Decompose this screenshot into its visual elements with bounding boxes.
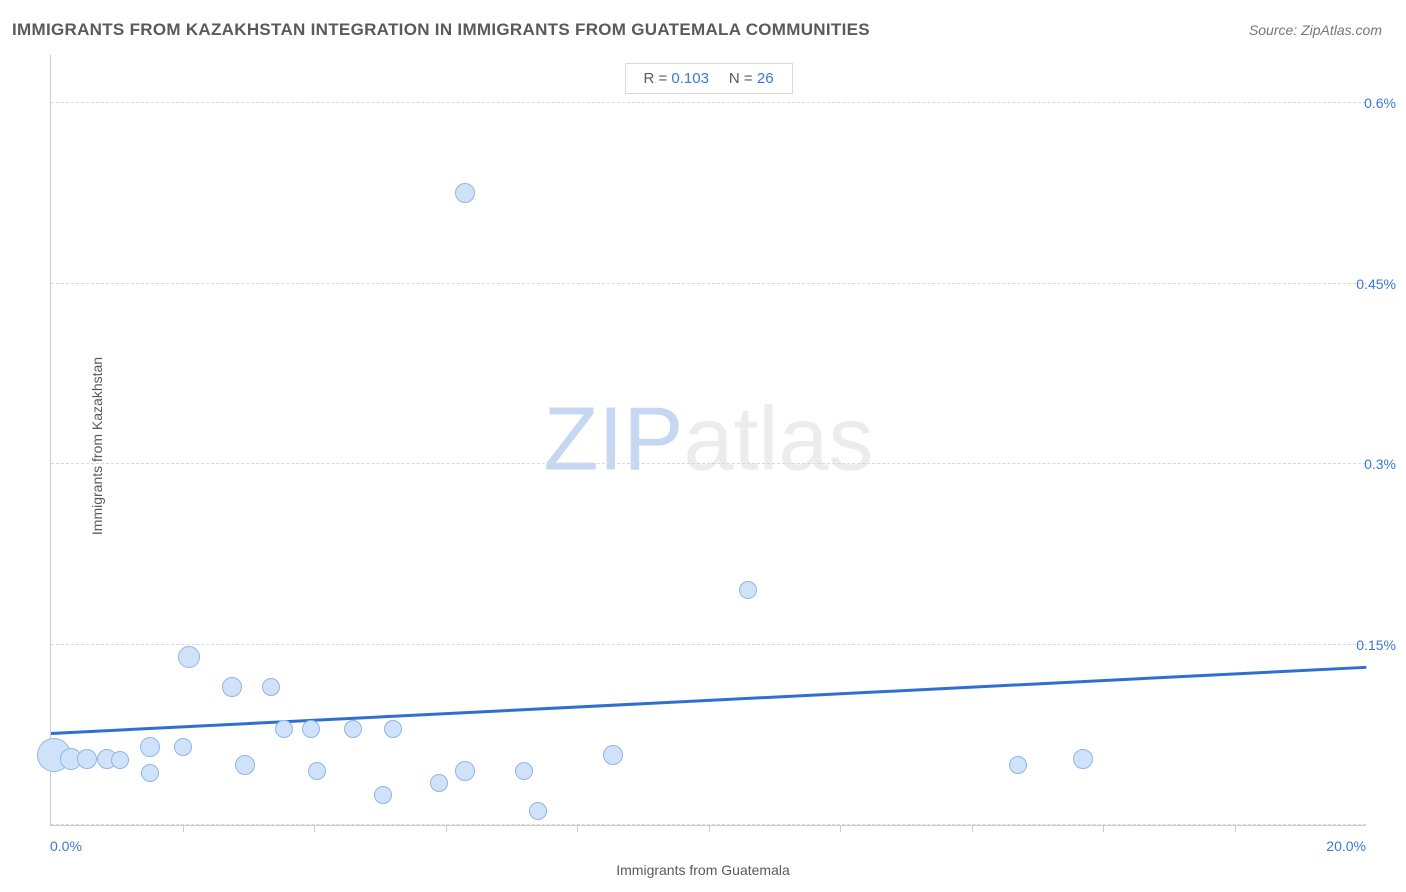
x-tick [314, 825, 315, 832]
scatter-point [1073, 749, 1093, 769]
scatter-point [308, 762, 326, 780]
watermark-atlas: atlas [683, 390, 873, 490]
watermark: ZIPatlas [543, 389, 873, 492]
scatter-point [140, 737, 160, 757]
x-tick [183, 825, 184, 832]
watermark-zip: ZIP [543, 390, 683, 490]
stats-box: R = 0.103 N = 26 [624, 63, 792, 94]
trendline [51, 666, 1366, 735]
x-axis-max-label: 20.0% [1326, 838, 1366, 854]
chart-title: IMMIGRANTS FROM KAZAKHSTAN INTEGRATION I… [12, 20, 870, 40]
gridline [51, 102, 1366, 103]
scatter-point [77, 749, 97, 769]
scatter-point [374, 786, 392, 804]
x-tick [840, 825, 841, 832]
scatter-point [111, 751, 129, 769]
scatter-point [275, 720, 293, 738]
scatter-point [344, 720, 362, 738]
source-attribution: Source: ZipAtlas.com [1249, 22, 1382, 38]
gridline [51, 644, 1366, 645]
scatter-point [455, 183, 475, 203]
y-tick-label: 0.6% [1364, 95, 1396, 111]
scatter-point [455, 761, 475, 781]
gridline [51, 463, 1366, 464]
x-axis-min-label: 0.0% [50, 838, 82, 854]
x-tick [446, 825, 447, 832]
scatter-point [235, 755, 255, 775]
scatter-point [141, 764, 159, 782]
y-tick-label: 0.3% [1364, 456, 1396, 472]
scatter-point [174, 738, 192, 756]
scatter-point [302, 720, 320, 738]
scatter-point [222, 677, 242, 697]
scatter-point [603, 745, 623, 765]
scatter-point [529, 802, 547, 820]
x-axis-label: Immigrants from Guatemala [616, 862, 790, 878]
x-tick [577, 825, 578, 832]
scatter-point [739, 581, 757, 599]
scatter-point [515, 762, 533, 780]
y-tick-label: 0.15% [1356, 637, 1396, 653]
scatter-point [384, 720, 402, 738]
y-tick-label: 0.45% [1356, 276, 1396, 292]
gridline [51, 283, 1366, 284]
x-tick [972, 825, 973, 832]
x-tick [1235, 825, 1236, 832]
scatter-point [1009, 756, 1027, 774]
scatter-point [430, 774, 448, 792]
scatter-point [178, 646, 200, 668]
scatter-plot-area: ZIPatlas R = 0.103 N = 26 [50, 55, 1366, 826]
n-stat: N = 26 [729, 70, 774, 87]
scatter-point [262, 678, 280, 696]
x-tick [1103, 825, 1104, 832]
r-stat: R = 0.103 [643, 70, 708, 87]
x-tick [709, 825, 710, 832]
